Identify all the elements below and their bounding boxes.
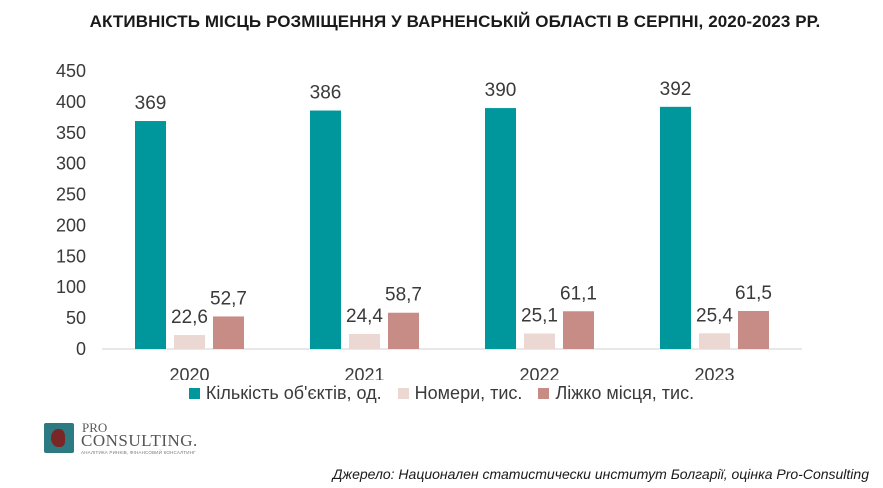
data-label: 52,7 [210, 288, 247, 309]
bar-series-2-2021 [349, 333, 380, 349]
legend-label: Номери, тис. [414, 383, 523, 403]
y-tick-label: 300 [56, 154, 86, 174]
logo-tagline: АНАЛІТИКА РИНКІВ, ФІНАНСОВИЙ КОНСАЛТИНГ [81, 450, 196, 455]
x-tick-label: 2023 [694, 365, 734, 380]
bar-series-2-2022 [524, 333, 555, 349]
y-tick-label: 150 [56, 246, 86, 266]
source-note: Джерело: Национален статистически инстит… [332, 466, 869, 482]
y-tick-label: 400 [56, 92, 86, 112]
data-label: 61,5 [735, 283, 772, 304]
chart-legend: Кількість об'єктів, од. Номери, тис. Ліжко… [0, 383, 883, 404]
data-label: 392 [660, 79, 692, 100]
y-tick-label: 250 [56, 185, 86, 205]
data-label: 369 [135, 93, 167, 114]
chart-title: АКТИВНІСТЬ МІСЦЬ РОЗМІЩЕННЯ У ВАРНЕНСЬКІ… [89, 12, 821, 31]
data-label: 24,4 [346, 306, 383, 327]
x-tick-label: 2020 [169, 365, 209, 380]
bar-series-3-2021 [388, 312, 419, 349]
bar-series-1-2020 [135, 121, 166, 349]
x-axis: 2020 2021 2022 2023 [169, 365, 734, 380]
pro-consulting-logo: PRO CONSULTING. АНАЛІТИКА РИНКІВ, ФІНАНС… [44, 420, 204, 459]
legend-label: Кількість об'єктів, од. [205, 383, 382, 403]
data-label: 61,1 [560, 283, 597, 304]
y-tick-label: 200 [56, 215, 86, 235]
data-label: 58,7 [385, 285, 422, 306]
bar-series-1-2023 [660, 106, 691, 349]
legend-swatch [188, 388, 200, 399]
legend-swatch [397, 388, 409, 399]
data-label: 386 [310, 83, 342, 104]
x-tick-label: 2022 [519, 365, 559, 380]
bar-series-3-2020 [213, 316, 244, 349]
logo-pro-text: PRO [82, 420, 108, 435]
logo-consulting-text: CONSULTING. [81, 431, 198, 450]
x-tick-label: 2021 [344, 365, 384, 380]
data-label: 390 [485, 80, 517, 101]
data-label: 25,4 [696, 305, 733, 326]
bar-series-1-2021 [310, 110, 341, 349]
bar-series-2-2023 [699, 333, 730, 349]
logo-emblem-icon [44, 423, 74, 453]
y-tick-label: 50 [66, 308, 86, 328]
y-tick-label: 350 [56, 123, 86, 143]
legend-item: Ліжко місця, тис. [538, 383, 694, 404]
y-axis: 0 50 100 150 200 250 300 350 400 450 [56, 61, 86, 359]
bars: 369 22,652,7 386 24,458,7 390 25,161,1 392 25,4… [135, 79, 772, 349]
legend-item: Номери, тис. [397, 383, 523, 404]
legend-swatch [538, 388, 550, 399]
y-tick-label: 450 [56, 61, 86, 81]
legend-label: Ліжко місця, тис. [555, 383, 695, 403]
data-label: 25,1 [521, 305, 558, 326]
data-label: 22,6 [171, 307, 208, 328]
bar-series-3-2022 [563, 311, 594, 349]
bar-series-2-2020 [174, 335, 205, 349]
y-tick-label: 0 [76, 339, 86, 359]
y-tick-label: 100 [56, 277, 86, 297]
legend-item: Кількість об'єктів, од. [188, 383, 382, 404]
bar-series-3-2023 [738, 311, 769, 349]
bar-series-1-2022 [485, 108, 516, 349]
